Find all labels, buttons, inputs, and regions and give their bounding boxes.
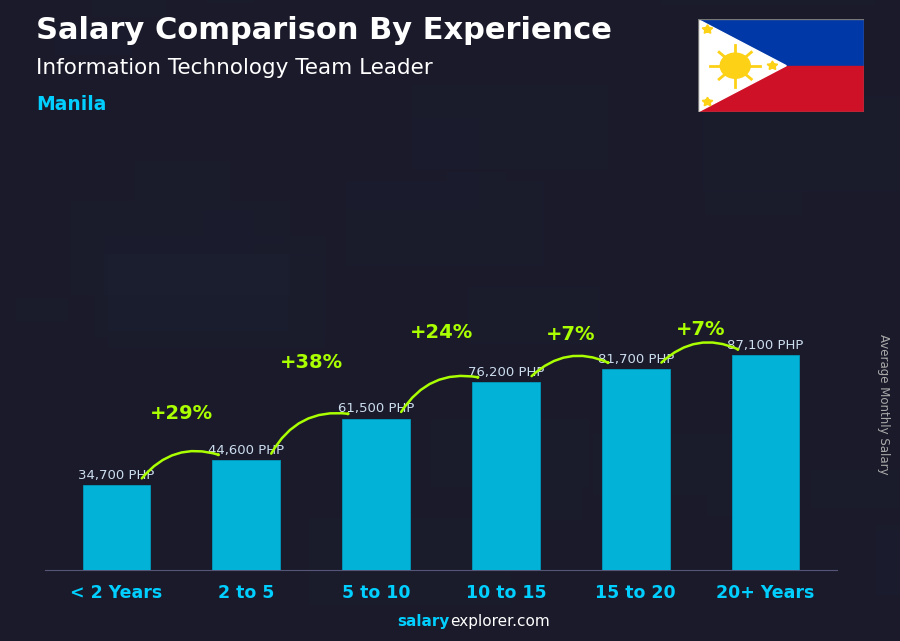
Bar: [342, 419, 410, 570]
Text: +7%: +7%: [546, 325, 596, 344]
Bar: [821, 562, 900, 597]
FancyArrowPatch shape: [662, 342, 738, 363]
Text: +24%: +24%: [410, 324, 472, 342]
Bar: [368, 252, 505, 310]
Text: Manila: Manila: [36, 95, 106, 114]
Text: Average Monthly Salary: Average Monthly Salary: [878, 333, 890, 474]
Bar: [297, 15, 456, 84]
Text: +38%: +38%: [280, 353, 343, 372]
Bar: [718, 409, 900, 494]
Bar: [725, 433, 890, 504]
Bar: [777, 78, 900, 141]
Bar: [709, 360, 770, 386]
Bar: [729, 33, 900, 129]
Polygon shape: [702, 97, 713, 106]
FancyArrowPatch shape: [532, 356, 608, 376]
Bar: [554, 534, 614, 560]
Bar: [698, 19, 864, 66]
Text: explorer.com: explorer.com: [450, 615, 550, 629]
Bar: [733, 451, 799, 479]
Bar: [1, 302, 169, 374]
Text: +7%: +7%: [676, 320, 725, 339]
Text: 81,700 PHP: 81,700 PHP: [598, 353, 674, 365]
Bar: [229, 0, 442, 38]
Bar: [732, 356, 799, 570]
Text: salary: salary: [398, 615, 450, 629]
Bar: [535, 489, 689, 555]
Bar: [770, 59, 853, 94]
Bar: [654, 515, 868, 606]
Text: 87,100 PHP: 87,100 PHP: [727, 339, 804, 352]
Text: 61,500 PHP: 61,500 PHP: [338, 403, 414, 415]
FancyArrowPatch shape: [401, 376, 478, 412]
Text: Information Technology Team Leader: Information Technology Team Leader: [36, 58, 433, 78]
Bar: [698, 66, 864, 112]
Circle shape: [720, 53, 751, 78]
Text: 76,200 PHP: 76,200 PHP: [468, 366, 544, 379]
Bar: [706, 334, 804, 375]
Bar: [214, 382, 338, 435]
Polygon shape: [767, 61, 778, 69]
Bar: [602, 369, 670, 570]
Bar: [228, 37, 320, 77]
Bar: [554, 581, 606, 603]
Bar: [309, 496, 461, 562]
Polygon shape: [698, 19, 787, 112]
Bar: [876, 457, 900, 546]
Bar: [793, 356, 900, 432]
Bar: [94, 269, 309, 362]
Bar: [84, 6, 190, 51]
Text: 34,700 PHP: 34,700 PHP: [78, 469, 155, 481]
Bar: [562, 533, 693, 588]
Bar: [472, 382, 540, 570]
Bar: [738, 290, 900, 374]
Bar: [598, 136, 793, 219]
Bar: [666, 461, 802, 519]
Bar: [694, 266, 896, 353]
Bar: [51, 367, 266, 458]
FancyArrowPatch shape: [271, 413, 348, 454]
Bar: [432, 412, 551, 462]
Bar: [277, 228, 359, 263]
Bar: [211, 282, 314, 326]
Text: 44,600 PHP: 44,600 PHP: [208, 444, 284, 457]
Bar: [83, 485, 150, 570]
Bar: [247, 283, 371, 337]
Bar: [399, 120, 572, 194]
Bar: [313, 135, 365, 157]
Bar: [346, 512, 456, 559]
Text: Salary Comparison By Experience: Salary Comparison By Experience: [36, 16, 612, 45]
Bar: [440, 112, 644, 199]
FancyArrowPatch shape: [142, 451, 219, 478]
Text: +29%: +29%: [149, 404, 213, 422]
Bar: [464, 31, 645, 108]
Polygon shape: [702, 25, 713, 33]
Bar: [170, 429, 291, 481]
Bar: [212, 460, 280, 570]
